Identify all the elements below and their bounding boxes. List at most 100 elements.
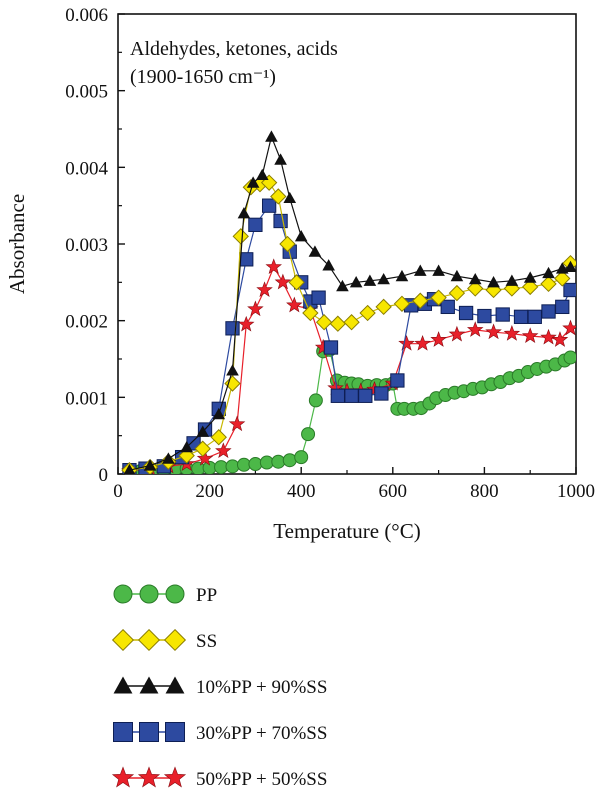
- data-point: [224, 375, 241, 392]
- data-point: [563, 282, 576, 298]
- legend-marker: [139, 722, 159, 742]
- data-point: [564, 260, 576, 273]
- y-tick-label: 0.003: [65, 235, 108, 256]
- legend: PP SS 10%PP + 90%SS 30%PP + 70%SS 50%PP + 50…: [111, 584, 327, 790]
- series-line: [129, 134, 571, 471]
- data-point: [359, 304, 376, 322]
- data-point: [123, 463, 136, 474]
- data-point: [448, 284, 466, 302]
- data-point: [225, 459, 240, 474]
- legend-marker: [113, 676, 133, 694]
- data-point: [283, 191, 297, 204]
- data-point: [294, 230, 308, 242]
- x-tick-label: 800: [470, 481, 499, 502]
- data-point: [551, 331, 569, 347]
- data-point: [282, 453, 297, 468]
- data-point: [448, 325, 466, 342]
- legend-marker: [165, 676, 185, 694]
- data-point: [237, 207, 251, 219]
- data-point: [374, 386, 389, 401]
- data-point: [393, 295, 411, 312]
- series-ss: [121, 174, 576, 474]
- data-point: [485, 323, 502, 340]
- data-point: [232, 228, 249, 245]
- data-point: [225, 321, 240, 336]
- data-point: [271, 454, 286, 469]
- legend-marker: [139, 676, 159, 694]
- legend-marker: [137, 628, 161, 652]
- legend-entry: SS: [111, 628, 217, 652]
- data-point: [390, 373, 405, 388]
- legend-marker: [113, 584, 133, 604]
- data-point: [432, 264, 445, 276]
- data-point: [487, 276, 500, 288]
- data-point: [274, 273, 292, 290]
- data-point: [358, 388, 373, 403]
- data-point: [505, 274, 519, 286]
- legend-marker: [163, 766, 187, 788]
- x-tick-label: 1000: [557, 481, 595, 502]
- data-point: [239, 252, 254, 267]
- data-point: [541, 304, 556, 319]
- data-point: [521, 327, 539, 344]
- data-point: [503, 325, 521, 341]
- data-point: [196, 425, 210, 437]
- data-point: [302, 304, 319, 322]
- annotation-line-1: Aldehydes, ketones, acids: [130, 38, 338, 60]
- legend-marker: [165, 584, 185, 604]
- data-point: [322, 259, 335, 271]
- data-point: [265, 258, 282, 275]
- data-point: [554, 270, 571, 287]
- data-point: [265, 130, 278, 142]
- data-point: [274, 153, 287, 165]
- data-point: [194, 440, 211, 457]
- data-point: [162, 452, 175, 464]
- series-line: [129, 349, 571, 472]
- legend-marker: [139, 584, 159, 604]
- data-point: [513, 309, 529, 324]
- legend-entry: 50%PP + 50%SS: [111, 766, 327, 790]
- legend-marker: [113, 722, 133, 742]
- data-point: [413, 264, 427, 276]
- y-tick-label: 0.004: [65, 158, 108, 179]
- data-point: [523, 271, 537, 283]
- data-point: [377, 272, 390, 285]
- data-point: [412, 292, 429, 309]
- data-point: [467, 280, 484, 297]
- data-point: [527, 309, 542, 324]
- legend-marker: [165, 722, 185, 742]
- data-point: [279, 235, 296, 253]
- data-point: [450, 269, 464, 282]
- data-point: [329, 315, 347, 332]
- data-point: [336, 279, 349, 292]
- data-point: [210, 429, 227, 446]
- data-point: [308, 245, 322, 257]
- legend-label: SS: [196, 631, 217, 652]
- data-point: [308, 393, 323, 408]
- x-axis-label: Temperature (°C): [273, 519, 420, 543]
- legend-marker: [137, 766, 161, 788]
- series-line: [129, 204, 572, 471]
- legend-entry: 10%PP + 90%SS: [113, 676, 327, 698]
- y-tick-label: 0.001: [65, 388, 108, 409]
- data-point: [256, 281, 273, 298]
- x-tick-label: 200: [195, 481, 224, 502]
- data-point: [294, 450, 309, 465]
- data-point: [212, 407, 226, 420]
- data-point: [178, 447, 195, 464]
- series-10-pp-90-ss: [123, 130, 576, 474]
- legend-entry: 30%PP + 70%SS: [113, 722, 327, 744]
- legend-marker: [111, 766, 135, 788]
- y-axis-label: Absorbance: [5, 194, 29, 294]
- data-point: [261, 198, 277, 213]
- data-point: [248, 217, 263, 232]
- data-point: [311, 290, 326, 305]
- data-point: [540, 275, 557, 293]
- y-tick-label: 0: [99, 465, 109, 486]
- legend-label: 50%PP + 50%SS: [196, 769, 327, 790]
- data-point: [458, 305, 474, 321]
- legend-label: 10%PP + 90%SS: [196, 677, 327, 698]
- data-point: [246, 176, 260, 188]
- data-point: [226, 364, 239, 376]
- data-point: [468, 272, 482, 285]
